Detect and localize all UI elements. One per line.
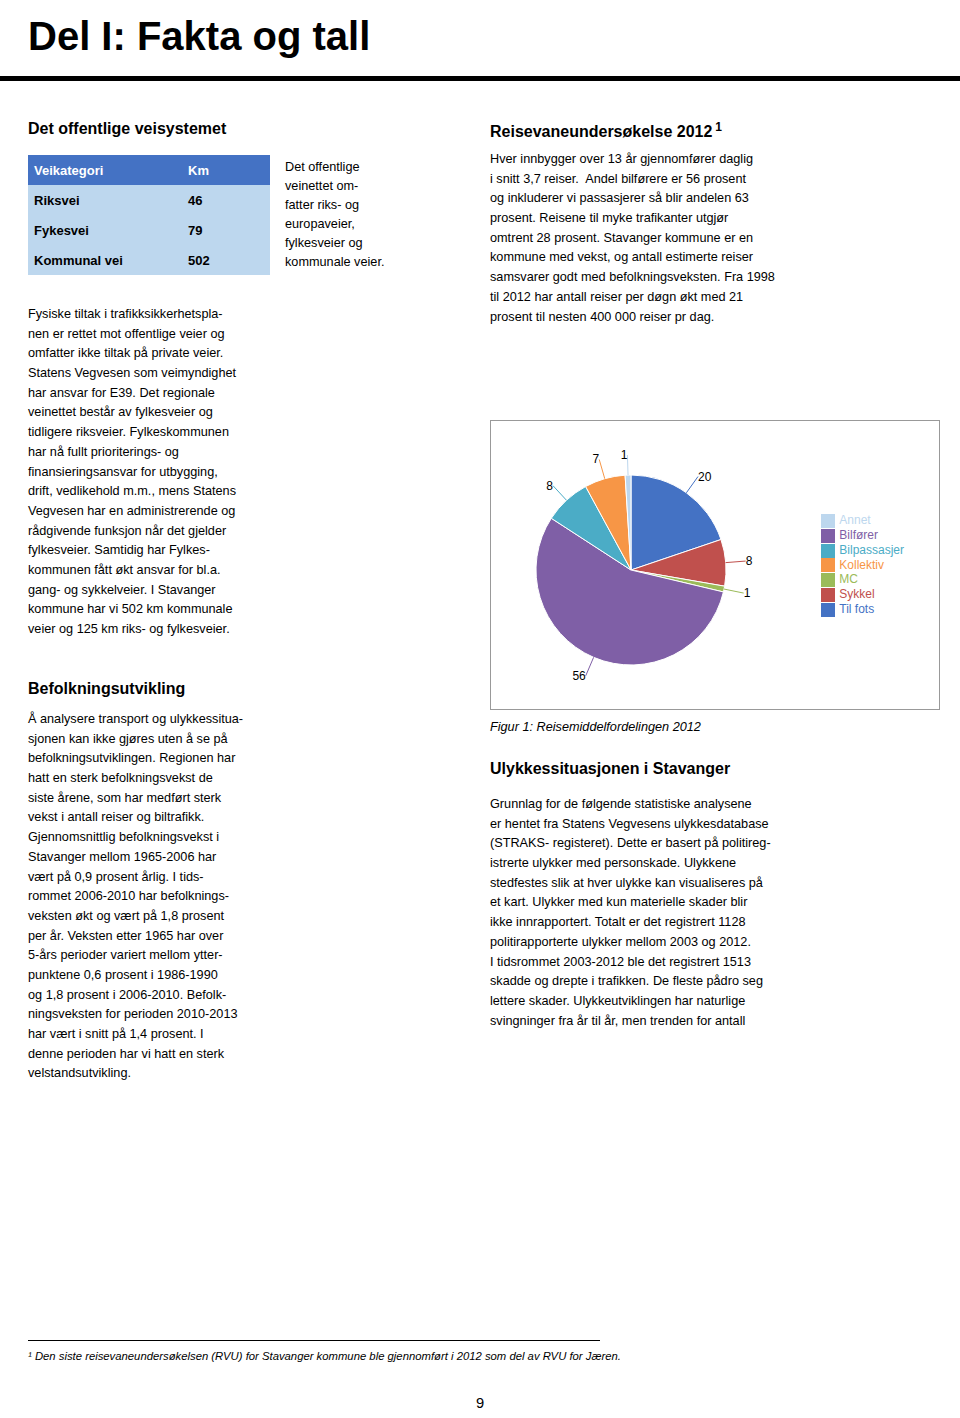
html-text:Bilfører: Bilfører	[839, 527, 878, 542]
html-text:Kollektiv: Kollektiv	[839, 557, 884, 572]
html-text:Det offentlige veisystemet: Det offentlige veisystemet	[28, 120, 227, 137]
html-text:46: 46	[188, 192, 203, 208]
html-text:Figur 1: Reisemiddelfordelinge: Figur 1: Reisemiddelfordelingen 2012	[490, 720, 701, 734]
html-text:Del I: Fakta og tall: Del I: Fakta og tall	[28, 14, 371, 58]
html-text:Kommunal vei: Kommunal vei	[34, 252, 123, 268]
html-text:502: 502	[188, 252, 210, 268]
html-text:Riksvei: Riksvei	[34, 192, 80, 208]
svg-text:20: 20	[698, 470, 712, 484]
html-text:Ulykkessituasjonen i Stavanger: Ulykkessituasjonen i Stavanger	[490, 760, 731, 777]
html-text:Annet: Annet	[839, 513, 871, 528]
svg-text:1: 1	[744, 586, 751, 600]
html-text:Det offentlige veinettet om- f: Det offentlige veinettet om- fatter riks…	[285, 160, 385, 270]
html-text:Bilpassasjer: Bilpassasjer	[839, 542, 904, 557]
html-text:Til fots: Til fots	[839, 602, 875, 617]
html-text:Å analysere transport og ulykk: Å analysere transport og ulykkessitua- s…	[28, 712, 244, 1081]
html-text:Grunnlag for de følgende stati: Grunnlag for de følgende statistiske ana…	[490, 797, 771, 1028]
svg-text:8: 8	[746, 554, 753, 568]
svg-text:8: 8	[546, 479, 553, 493]
html-text:Fysiske tiltak i trafikksikker: Fysiske tiltak i trafikksikkerhetspla- n…	[28, 307, 237, 636]
html-text:79: 79	[188, 222, 203, 238]
html-text:¹ Den siste reisevaneundersøke: ¹ Den siste reisevaneundersøkelsen (RVU)…	[28, 1350, 621, 1362]
html-text:Sykkel: Sykkel	[839, 587, 875, 602]
html-text:9: 9	[475, 1395, 485, 1411]
svg-text:7: 7	[593, 452, 600, 466]
svg-text:56: 56	[572, 669, 586, 683]
html-text:Hver innbygger over 13 år gjen: Hver innbygger over 13 år gjennomfører d…	[490, 152, 775, 324]
html-text:Veikategori: Veikategori	[34, 162, 104, 178]
html-text:Fykesvei: Fykesvei	[34, 222, 89, 238]
html-text:Befolkningsutvikling: Befolkningsutvikling	[28, 680, 186, 697]
html-text:MC: MC	[839, 572, 858, 587]
html-text:1: 1	[715, 120, 722, 134]
html-text:Km: Km	[188, 162, 209, 178]
html-text:Reisevaneundersøkelse 2012: Reisevaneundersøkelse 2012	[490, 123, 713, 141]
svg-text:1: 1	[621, 448, 628, 462]
